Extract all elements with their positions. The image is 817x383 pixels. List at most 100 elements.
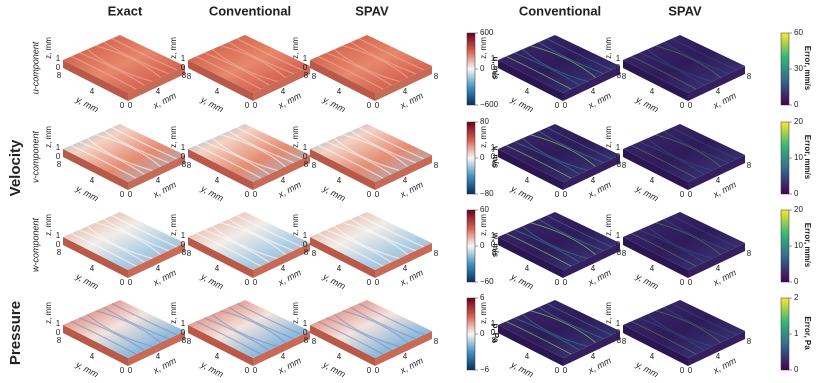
top-face [188,212,310,270]
x-tick-label: 0 [253,101,258,110]
texture [195,144,262,179]
texture [647,137,713,171]
x-tick-label: 4 [403,87,408,96]
x-tick-label: 4 [156,87,161,96]
x-tick-label: 8 [312,249,317,258]
y-tick-label: 0 [680,101,685,110]
y-tick-label: 8 [182,160,187,169]
colorbar-tick-label: 0 [794,100,799,109]
side-face [688,66,745,101]
x-tick-label: 8 [187,337,192,346]
top-face [623,300,745,358]
top-face [623,212,745,270]
colorbar-tick-label: 0 [480,153,485,162]
colorbar-label: Error, mm/s [803,46,812,91]
texture [103,218,169,252]
side-face [623,149,688,190]
y-tick-label: 4 [650,352,655,361]
z-tick-label: 0 [181,240,186,249]
y-axis-label: y, mm [321,94,348,115]
texture [95,134,161,168]
y-tick-label: 0 [245,278,250,287]
top-face [498,300,620,358]
colorbar-label: v, m/s [491,146,500,169]
texture [326,229,392,263]
z-tick-label: 1 [616,143,621,152]
texture [95,222,161,256]
colorbar [466,297,476,371]
y-tick-label: 8 [304,71,309,80]
y-tick-label: 0 [245,190,250,199]
y-tick-label: 4 [337,352,342,361]
side-face [188,237,253,278]
texture [663,306,729,340]
x-tick-label: 8 [622,337,627,346]
texture [546,38,613,71]
column-title: Conventional [209,3,291,18]
y-tick-label: 8 [617,71,622,80]
texture [70,55,137,90]
texture [79,229,145,263]
z-tick-label: 0 [616,240,621,249]
z-axis-label: z, mm [604,214,613,236]
x-tick-label: 0 [688,366,693,375]
texture [111,303,178,336]
y-axis-label: y, mm [199,94,226,115]
z-axis-label: z, mm [169,37,178,59]
side-face [188,60,253,101]
texture [358,215,425,248]
z-tick-label: 1 [491,143,496,152]
z-tick-label: 1 [181,143,186,152]
texture [639,229,705,263]
z-tick-label: 1 [303,231,308,240]
texture [103,306,169,340]
colorbar-tick-label: 20 [794,205,803,214]
texture [70,232,137,267]
texture [87,313,153,348]
x-tick-label: 8 [747,72,752,81]
texture [630,145,697,179]
texture [70,144,137,179]
y-tick-label: 0 [680,366,685,375]
texture [538,130,604,164]
texture [317,232,384,267]
side-face [688,331,745,366]
x-tick-label: 0 [128,366,133,375]
y-tick-label: 8 [304,336,309,345]
x-tick-label: 4 [156,352,161,361]
x-tick-label: 8 [312,161,317,170]
z-tick-label: 0 [616,63,621,72]
z-axis-label: z, mm [604,126,613,148]
colorbar-tick-label: 0 [480,241,485,250]
x-tick-label: 0 [128,278,133,287]
colorbar [466,209,476,283]
y-axis-label: y, mm [199,271,226,292]
x-tick-label: 8 [622,249,627,258]
z-tick-label: 0 [616,328,621,337]
x-tick-label: 4 [403,176,408,185]
top-face [63,300,185,358]
texture [358,38,425,71]
y-tick-label: 0 [120,101,125,110]
texture [671,215,738,248]
y-tick-label: 4 [525,176,530,185]
texture [220,310,286,344]
y-tick-label: 8 [304,160,309,169]
y-tick-label: 0 [555,366,560,375]
texture [103,41,169,75]
z-tick-label: 1 [303,319,308,328]
z-tick-label: 1 [181,54,186,63]
x-tick-label: 4 [591,176,596,185]
z-axis-label: z, mm [44,126,53,148]
texture [358,127,425,160]
y-tick-label: 4 [337,176,342,185]
y-tick-label: 8 [57,160,62,169]
x-tick-label: 0 [375,278,380,287]
z-axis-label: z, mm [44,214,53,236]
z-tick-label: 0 [491,240,496,249]
